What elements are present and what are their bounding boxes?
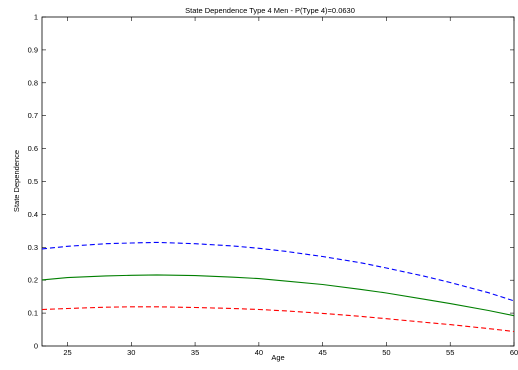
x-tick-label: 35 xyxy=(191,348,199,357)
y-tick-label: 0.9 xyxy=(28,45,38,54)
y-tick-label: 0.2 xyxy=(28,276,38,285)
series-line-1 xyxy=(41,241,515,302)
x-axis-label: Age xyxy=(271,353,284,362)
y-tick-label: 0.4 xyxy=(28,210,38,219)
axis-ticks: 25 30 35 40 45 50 55 60 0 0.1 0.2 0.3 0.4 0.5 0.6 0.7 0.… xyxy=(28,13,518,358)
y-tick-label: 0.8 xyxy=(28,78,38,87)
x-tick-label: 40 xyxy=(255,348,263,357)
y-tick-label: 0 xyxy=(34,342,38,351)
chart-title: State Dependence Type 4 Men - P(Type 4)=… xyxy=(185,6,355,15)
y-tick-label: 0.7 xyxy=(28,111,38,120)
series-layer xyxy=(41,241,515,333)
series-line-2 xyxy=(41,274,515,317)
y-tick-label: 0.1 xyxy=(28,309,38,318)
y-axis-label: State Dependence xyxy=(12,150,21,212)
plot-frame xyxy=(41,16,515,347)
x-tick-label: 25 xyxy=(63,348,71,357)
x-tick-label: 50 xyxy=(382,348,390,357)
y-tick-label: 0.6 xyxy=(28,144,38,153)
x-tick-label: 60 xyxy=(510,348,518,357)
y-tick-label: 0.3 xyxy=(28,243,38,252)
x-tick-label: 55 xyxy=(446,348,454,357)
series-line-3 xyxy=(41,306,515,333)
x-tick-label: 30 xyxy=(127,348,135,357)
y-tick-label: 1 xyxy=(34,13,38,22)
x-tick-label: 45 xyxy=(318,348,326,357)
y-tick-label: 0.5 xyxy=(28,177,38,186)
